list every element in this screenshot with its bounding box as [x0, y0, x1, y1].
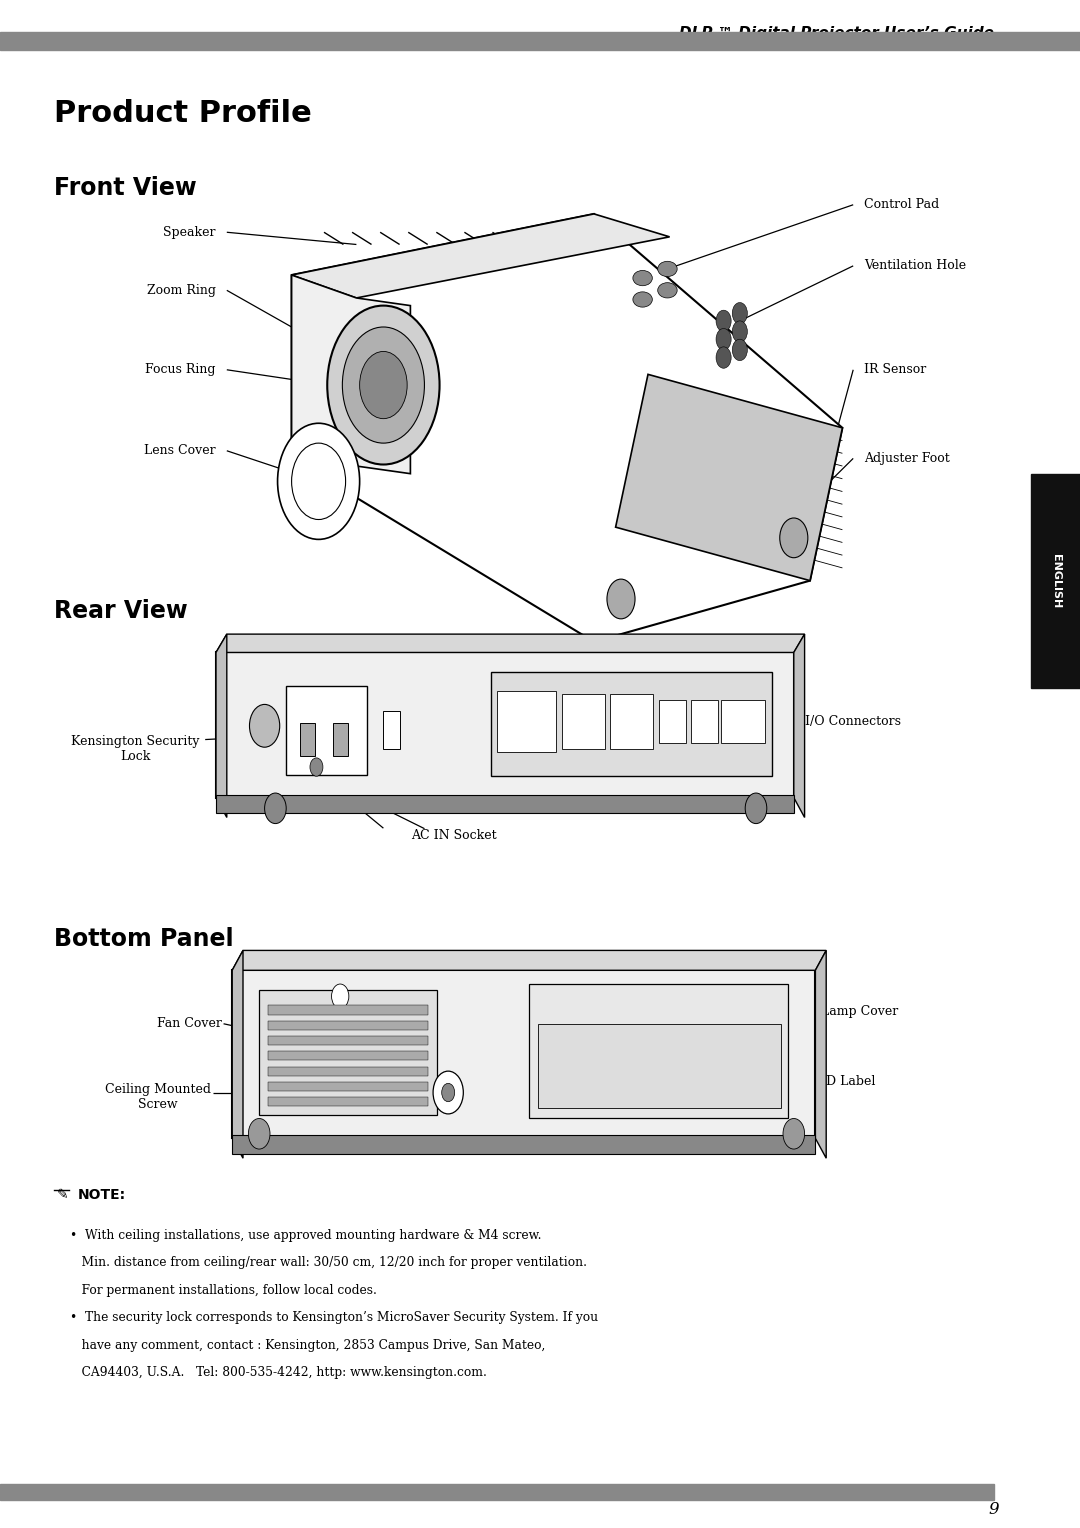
Polygon shape [232, 950, 826, 970]
Ellipse shape [633, 292, 652, 307]
Text: •  With ceiling installations, use approved mounting hardware & M4 screw.: • With ceiling installations, use approv… [70, 1229, 542, 1242]
Bar [721, 700, 765, 743]
Circle shape [783, 1118, 805, 1149]
Text: Adjuster Foot: Adjuster Foot [864, 452, 949, 465]
Text: Control Pad: Control Pad [864, 199, 940, 211]
Text: have any comment, contact : Kensington, 2853 Campus Drive, San Mateo,: have any comment, contact : Kensington, … [70, 1339, 545, 1352]
Bar [232, 970, 815, 1138]
Polygon shape [292, 214, 842, 642]
Polygon shape [794, 634, 805, 817]
Bar [286, 686, 367, 775]
Text: NOTE:: NOTE: [78, 1187, 126, 1203]
Bar [259, 990, 437, 1115]
Polygon shape [292, 275, 410, 474]
Bar [1031, 474, 1080, 688]
Text: Ceiling Mounted
Screw: Ceiling Mounted Screw [105, 1083, 211, 1111]
Polygon shape [292, 214, 670, 298]
Bar [268, 1021, 428, 1030]
Circle shape [732, 303, 747, 324]
Text: AC IN Socket: AC IN Socket [410, 830, 497, 842]
Text: ✎: ✎ [57, 1187, 69, 1203]
Circle shape [278, 423, 360, 539]
Bar [216, 652, 794, 798]
Polygon shape [232, 950, 243, 1158]
Circle shape [327, 306, 440, 465]
Text: I/O Connectors: I/O Connectors [805, 715, 901, 727]
Bar [491, 672, 772, 776]
Text: Front View: Front View [54, 176, 197, 200]
Bar [562, 694, 605, 749]
Text: DLP ™ Digital Projector User’s Guide: DLP ™ Digital Projector User’s Guide [678, 26, 994, 41]
Circle shape [360, 351, 407, 419]
Text: •  The security lock corresponds to Kensington’s MicroSaver Security System. If : • The security lock corresponds to Kensi… [70, 1311, 598, 1325]
Bar [497, 691, 556, 752]
Text: Lens Cover: Lens Cover [145, 445, 216, 457]
Circle shape [732, 321, 747, 342]
Circle shape [780, 518, 808, 558]
Text: ID Label: ID Label [821, 1076, 875, 1088]
Text: Rear View: Rear View [54, 599, 188, 623]
Bar [0, 32, 1080, 50]
Circle shape [433, 1071, 463, 1114]
Bar [268, 1051, 428, 1060]
Circle shape [310, 758, 323, 776]
Circle shape [332, 984, 349, 1008]
Bar [216, 795, 794, 813]
Polygon shape [216, 634, 805, 652]
Circle shape [249, 704, 280, 747]
Circle shape [265, 793, 286, 824]
Text: Min. distance from ceiling/rear wall: 30/50 cm, 12/20 inch for proper ventilatio: Min. distance from ceiling/rear wall: 30… [70, 1256, 588, 1270]
Bar [268, 1005, 428, 1015]
Bar [268, 1082, 428, 1091]
Circle shape [716, 347, 731, 368]
Polygon shape [216, 634, 227, 817]
Bar [691, 700, 718, 743]
Text: Bottom Panel: Bottom Panel [54, 927, 233, 952]
Bar [0, 1484, 994, 1500]
Text: Fan Cover: Fan Cover [157, 1018, 221, 1030]
Bar [529, 984, 788, 1118]
Ellipse shape [658, 283, 677, 298]
Ellipse shape [658, 261, 677, 277]
Text: 9: 9 [988, 1500, 999, 1519]
Polygon shape [616, 374, 842, 581]
Circle shape [745, 793, 767, 824]
Bar [232, 1135, 815, 1154]
Bar [268, 1067, 428, 1076]
Bar [300, 723, 315, 756]
Text: For permanent installations, follow local codes.: For permanent installations, follow loca… [70, 1284, 377, 1297]
Bar [268, 1097, 428, 1106]
Ellipse shape [633, 270, 652, 286]
Circle shape [607, 579, 635, 619]
Circle shape [732, 339, 747, 361]
Text: CA94403, U.S.A.   Tel: 800-535-4242, http: www.kensington.com.: CA94403, U.S.A. Tel: 800-535-4242, http:… [70, 1366, 487, 1380]
Text: Ventilation Hole: Ventilation Hole [864, 260, 967, 272]
Text: Product Profile: Product Profile [54, 99, 312, 128]
Text: Focus Ring: Focus Ring [146, 364, 216, 376]
Circle shape [442, 1083, 455, 1102]
Circle shape [248, 1118, 270, 1149]
Bar [659, 700, 686, 743]
Bar [333, 723, 348, 756]
Text: Zoom Ring: Zoom Ring [147, 284, 216, 296]
Circle shape [716, 310, 731, 332]
Text: IR Sensor: IR Sensor [864, 364, 927, 376]
Bar [610, 694, 653, 749]
Text: ENGLISH: ENGLISH [1051, 553, 1062, 608]
Circle shape [342, 327, 424, 443]
Bar [268, 1036, 428, 1045]
Text: Lamp Cover: Lamp Cover [821, 1005, 899, 1018]
Polygon shape [815, 950, 826, 1158]
Circle shape [716, 329, 731, 350]
Bar [538, 1024, 781, 1108]
Bar [383, 711, 400, 749]
Text: Speaker: Speaker [163, 226, 216, 238]
Text: Kensington Security
Lock: Kensington Security Lock [71, 735, 200, 762]
